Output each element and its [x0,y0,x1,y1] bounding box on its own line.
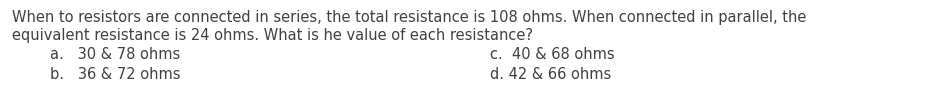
Text: equivalent resistance is 24 ohms. What is he value of each resistance?: equivalent resistance is 24 ohms. What i… [12,28,533,43]
Text: b.   36 & 72 ohms: b. 36 & 72 ohms [50,67,180,82]
Text: When to resistors are connected in series, the total resistance is 108 ohms. Whe: When to resistors are connected in serie… [12,10,806,25]
Text: d. 42 & 66 ohms: d. 42 & 66 ohms [489,67,611,82]
Text: c.  40 & 68 ohms: c. 40 & 68 ohms [489,47,614,62]
Text: a.   30 & 78 ohms: a. 30 & 78 ohms [50,47,180,62]
